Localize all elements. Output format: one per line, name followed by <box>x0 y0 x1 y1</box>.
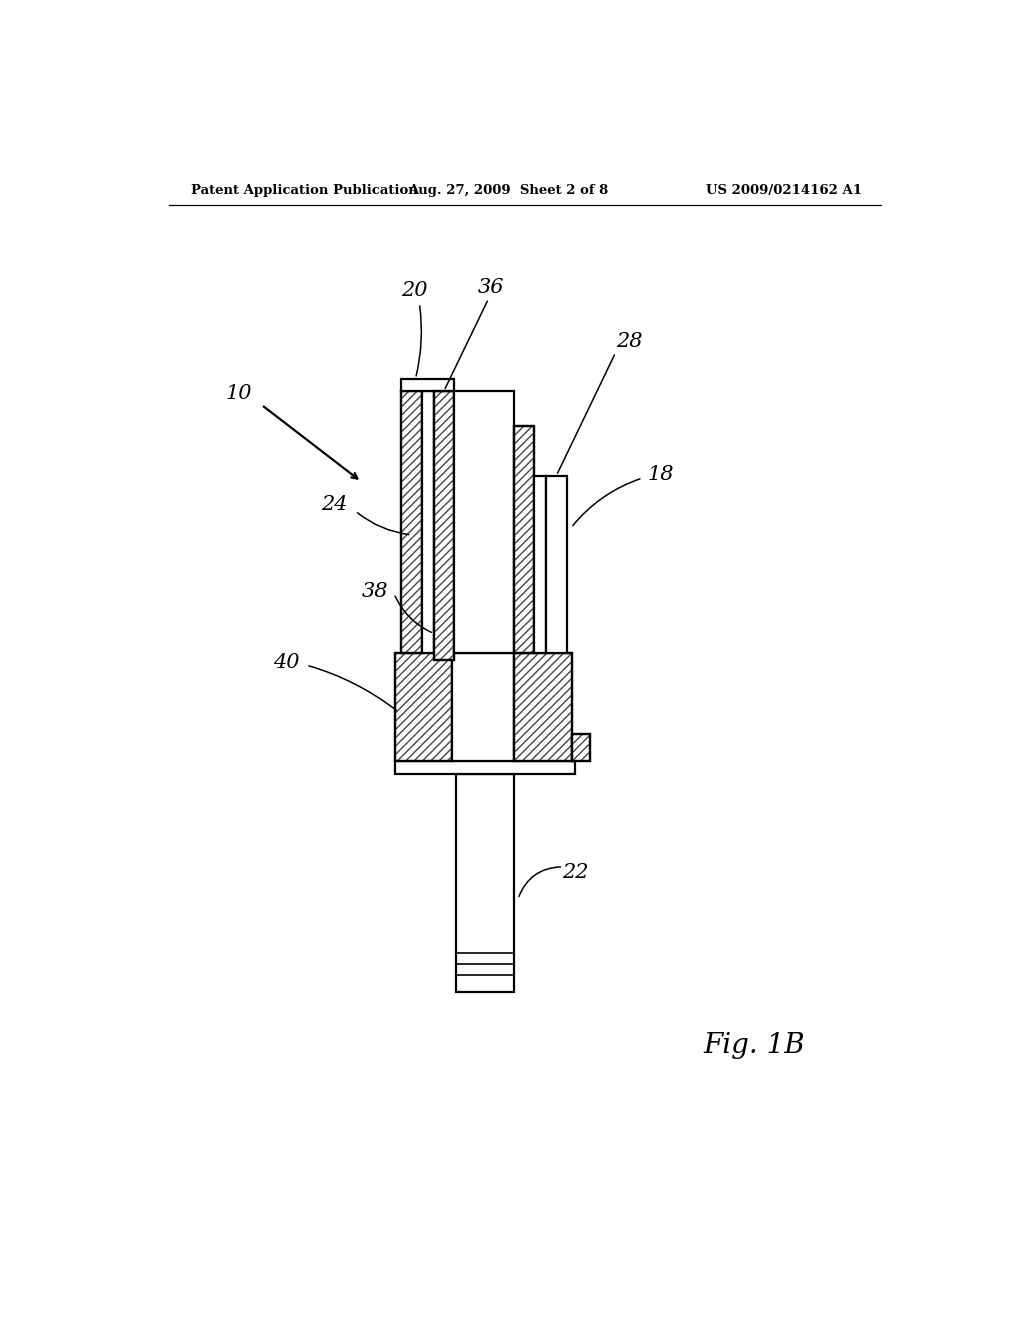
Bar <box>514 425 535 653</box>
Bar <box>394 653 453 760</box>
Bar <box>514 425 535 653</box>
Bar <box>514 653 571 760</box>
Bar <box>571 734 590 760</box>
Text: Aug. 27, 2009  Sheet 2 of 8: Aug. 27, 2009 Sheet 2 of 8 <box>408 185 608 197</box>
Text: US 2009/0214162 A1: US 2009/0214162 A1 <box>707 185 862 197</box>
Bar <box>571 734 590 760</box>
Bar <box>514 653 571 760</box>
Bar <box>514 653 571 760</box>
Bar <box>400 391 422 653</box>
Bar <box>434 391 454 660</box>
Text: 10: 10 <box>225 384 252 403</box>
Bar <box>434 391 454 660</box>
Text: 20: 20 <box>400 281 427 301</box>
Bar <box>514 425 535 653</box>
Bar <box>400 379 454 391</box>
Text: Patent Application Publication: Patent Application Publication <box>190 185 418 197</box>
Bar <box>394 653 453 760</box>
Text: 38: 38 <box>362 582 389 601</box>
Text: 22: 22 <box>562 863 589 883</box>
Text: 28: 28 <box>616 333 643 351</box>
Bar <box>571 734 590 760</box>
Bar <box>400 391 422 653</box>
Bar <box>453 653 514 760</box>
Text: 24: 24 <box>322 495 348 515</box>
Bar <box>535 475 546 653</box>
Bar <box>546 475 567 653</box>
Bar <box>394 653 453 760</box>
Text: 36: 36 <box>477 279 504 297</box>
Bar <box>454 391 514 653</box>
Bar <box>434 391 454 660</box>
Text: 40: 40 <box>272 653 299 672</box>
Bar <box>456 775 514 991</box>
Text: 18: 18 <box>647 465 674 483</box>
Text: Fig. 1B: Fig. 1B <box>703 1032 805 1059</box>
Bar <box>422 391 434 653</box>
Bar <box>400 391 422 653</box>
Bar <box>394 760 574 775</box>
